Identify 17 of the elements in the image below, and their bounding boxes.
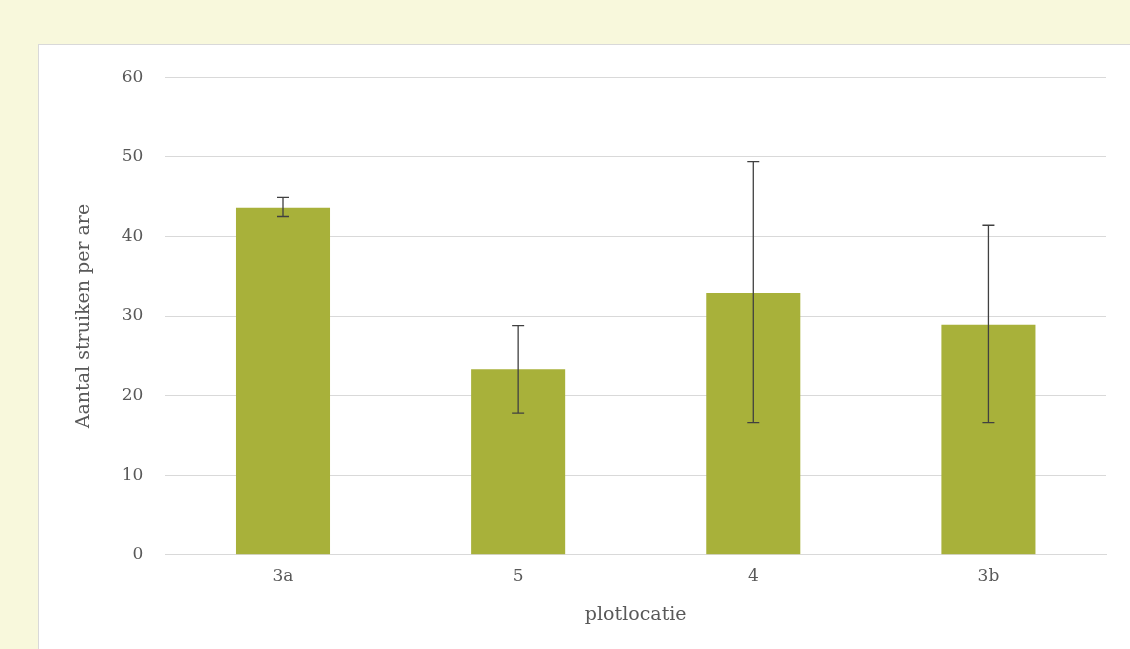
bar xyxy=(941,324,1036,555)
x-tick-label: 5 xyxy=(512,565,524,586)
y-axis-title: Aantal struiken per are xyxy=(71,203,94,430)
x-tick-label: 3a xyxy=(272,565,294,586)
y-tick-label: 50 xyxy=(121,145,144,166)
y-tick-label: 10 xyxy=(121,463,144,484)
y-tick-label: 20 xyxy=(121,384,144,405)
bar xyxy=(706,292,801,555)
bar xyxy=(471,369,566,555)
y-tick-label: 60 xyxy=(121,65,144,86)
y-tick-label: 40 xyxy=(121,224,144,245)
x-axis-title: plotlocatie xyxy=(584,601,687,624)
y-tick-label: 30 xyxy=(121,304,144,325)
x-tick-label: 3b xyxy=(977,565,1000,586)
y-tick-label: 0 xyxy=(132,543,144,564)
x-tick-label: 4 xyxy=(747,565,759,586)
bar xyxy=(235,207,331,555)
